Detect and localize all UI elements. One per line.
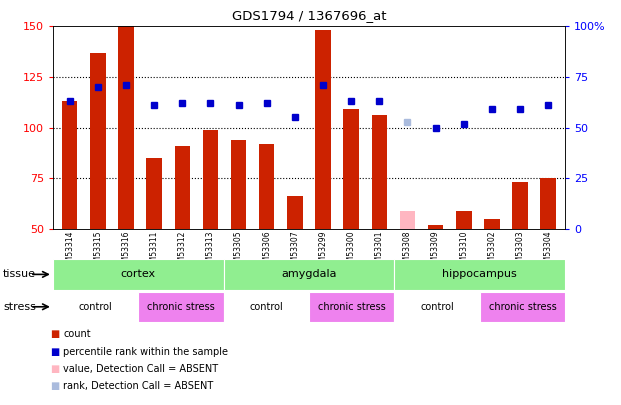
Text: GSM53311: GSM53311 — [150, 230, 158, 272]
Text: GSM53310: GSM53310 — [460, 230, 468, 272]
Text: GSM53302: GSM53302 — [487, 230, 496, 272]
Text: count: count — [63, 329, 91, 339]
Bar — [394, 292, 480, 322]
Text: rank, Detection Call = ABSENT: rank, Detection Call = ABSENT — [63, 382, 214, 391]
Bar — [53, 259, 224, 290]
Bar — [428, 225, 443, 229]
Text: chronic stress: chronic stress — [318, 302, 386, 312]
Text: GSM53314: GSM53314 — [65, 230, 74, 272]
Text: GSM53303: GSM53303 — [515, 230, 525, 272]
Text: GSM53306: GSM53306 — [262, 230, 271, 272]
Bar — [231, 140, 247, 229]
Text: GSM53304: GSM53304 — [544, 230, 553, 272]
Text: ■: ■ — [50, 382, 59, 391]
Text: GSM53313: GSM53313 — [206, 230, 215, 272]
Text: GSM53301: GSM53301 — [375, 230, 384, 272]
Text: cortex: cortex — [120, 269, 156, 279]
Title: GDS1794 / 1367696_at: GDS1794 / 1367696_at — [232, 9, 386, 22]
Text: control: control — [420, 302, 454, 312]
Text: GSM53315: GSM53315 — [93, 230, 102, 272]
Bar — [309, 292, 394, 322]
Text: hippocampus: hippocampus — [442, 269, 517, 279]
Text: chronic stress: chronic stress — [147, 302, 215, 312]
Bar — [53, 292, 138, 322]
Bar — [400, 211, 415, 229]
Text: control: control — [79, 302, 112, 312]
Bar — [287, 196, 302, 229]
Bar — [456, 211, 471, 229]
Bar — [394, 259, 565, 290]
Text: ■: ■ — [50, 364, 59, 374]
Bar — [118, 26, 134, 229]
Bar — [540, 178, 556, 229]
Bar — [202, 130, 218, 229]
Text: amygdala: amygdala — [281, 269, 337, 279]
Bar — [62, 101, 78, 229]
Bar — [371, 115, 387, 229]
Bar — [138, 292, 224, 322]
Bar — [175, 146, 190, 229]
Bar — [343, 109, 359, 229]
Bar — [484, 219, 500, 229]
Text: GSM53308: GSM53308 — [403, 230, 412, 272]
Text: ■: ■ — [50, 329, 59, 339]
Bar — [480, 292, 565, 322]
Bar — [315, 30, 331, 229]
Text: control: control — [250, 302, 283, 312]
Text: GSM53299: GSM53299 — [319, 230, 327, 272]
Text: GSM53307: GSM53307 — [291, 230, 299, 272]
Text: ■: ■ — [50, 347, 59, 356]
Text: GSM53316: GSM53316 — [122, 230, 130, 272]
Bar — [147, 158, 162, 229]
Bar — [224, 292, 309, 322]
Bar — [512, 182, 528, 229]
Text: GSM53309: GSM53309 — [431, 230, 440, 272]
Text: chronic stress: chronic stress — [489, 302, 556, 312]
Bar — [90, 53, 106, 229]
Text: percentile rank within the sample: percentile rank within the sample — [63, 347, 229, 356]
Text: GSM53300: GSM53300 — [347, 230, 356, 272]
Bar — [259, 144, 274, 229]
Bar — [224, 259, 394, 290]
Text: value, Detection Call = ABSENT: value, Detection Call = ABSENT — [63, 364, 219, 374]
Text: GSM53305: GSM53305 — [234, 230, 243, 272]
Text: GSM53312: GSM53312 — [178, 230, 187, 272]
Text: stress: stress — [3, 302, 36, 312]
Text: tissue: tissue — [3, 269, 36, 279]
